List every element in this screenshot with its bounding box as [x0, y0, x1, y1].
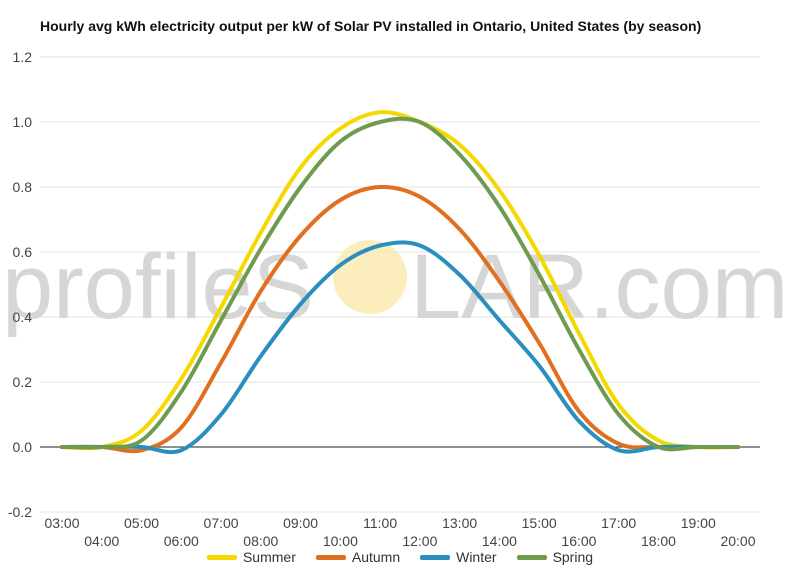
- legend-item-autumn[interactable]: Autumn: [315, 549, 401, 565]
- y-tick-label: 1.0: [13, 114, 33, 130]
- x-tick-label: 07:00: [204, 515, 239, 531]
- series-line-spring: [60, 116, 740, 452]
- series-line-autumn: [60, 184, 740, 454]
- y-tick-label: 0.8: [13, 179, 33, 195]
- legend-label: Autumn: [351, 549, 401, 565]
- legend-item-winter[interactable]: Winter: [420, 549, 497, 565]
- x-tick-label: 16:00: [561, 533, 596, 549]
- legend-label: Spring: [552, 549, 594, 565]
- watermark: profileS LAR.com: [2, 236, 788, 338]
- x-tick-label: 13:00: [442, 515, 477, 531]
- legend-item-spring[interactable]: Spring: [516, 549, 594, 565]
- watermark-left-text: profileS: [2, 236, 314, 338]
- x-tick-label: 18:00: [641, 533, 676, 549]
- x-tick-label: 19:00: [681, 515, 716, 531]
- legend-label: Winter: [456, 549, 497, 565]
- legend-swatch: [206, 554, 237, 560]
- legend-item-summer[interactable]: Summer: [206, 549, 296, 565]
- x-tick-label: 17:00: [601, 515, 636, 531]
- x-tick-label: 11:00: [363, 515, 397, 531]
- x-tick-label: 12:00: [402, 533, 437, 549]
- series-lines: [60, 110, 740, 455]
- y-tick-label: 0.0: [13, 439, 33, 455]
- legend-swatch: [315, 554, 346, 560]
- x-tick-label: 05:00: [124, 515, 159, 531]
- series-line-summer: [60, 110, 740, 451]
- x-tick-label: 15:00: [522, 515, 557, 531]
- watermark-sun-icon: [333, 240, 407, 314]
- series-line-winter: [60, 240, 740, 455]
- y-tick-label: 0.4: [13, 309, 33, 325]
- chart-title: Hourly avg kWh electricity output per kW…: [40, 18, 702, 34]
- y-tick-label: -0.2: [8, 504, 32, 520]
- legend-swatch: [516, 554, 547, 560]
- x-tick-label: 14:00: [482, 533, 517, 549]
- x-tick-label: 06:00: [164, 533, 199, 549]
- x-tick-label: 04:00: [84, 533, 119, 549]
- legend: Summer Autumn Winter Spring: [0, 549, 800, 565]
- y-tick-label: 0.2: [13, 374, 33, 390]
- x-tick-label: 20:00: [720, 533, 755, 549]
- legend-swatch: [420, 554, 451, 560]
- legend-label: Summer: [242, 549, 296, 565]
- x-tick-label: 08:00: [243, 533, 278, 549]
- x-tick-label: 09:00: [283, 515, 318, 531]
- y-tick-label: 1.2: [13, 49, 33, 65]
- x-tick-label: 03:00: [44, 515, 79, 531]
- y-axis-tick-labels: -0.2 0.0 0.2 0.4 0.6 0.8 1.0 1.2: [8, 49, 32, 520]
- y-tick-label: 0.6: [13, 244, 33, 260]
- x-tick-label: 10:00: [323, 533, 358, 549]
- watermark-right-text: LAR.com: [410, 236, 788, 338]
